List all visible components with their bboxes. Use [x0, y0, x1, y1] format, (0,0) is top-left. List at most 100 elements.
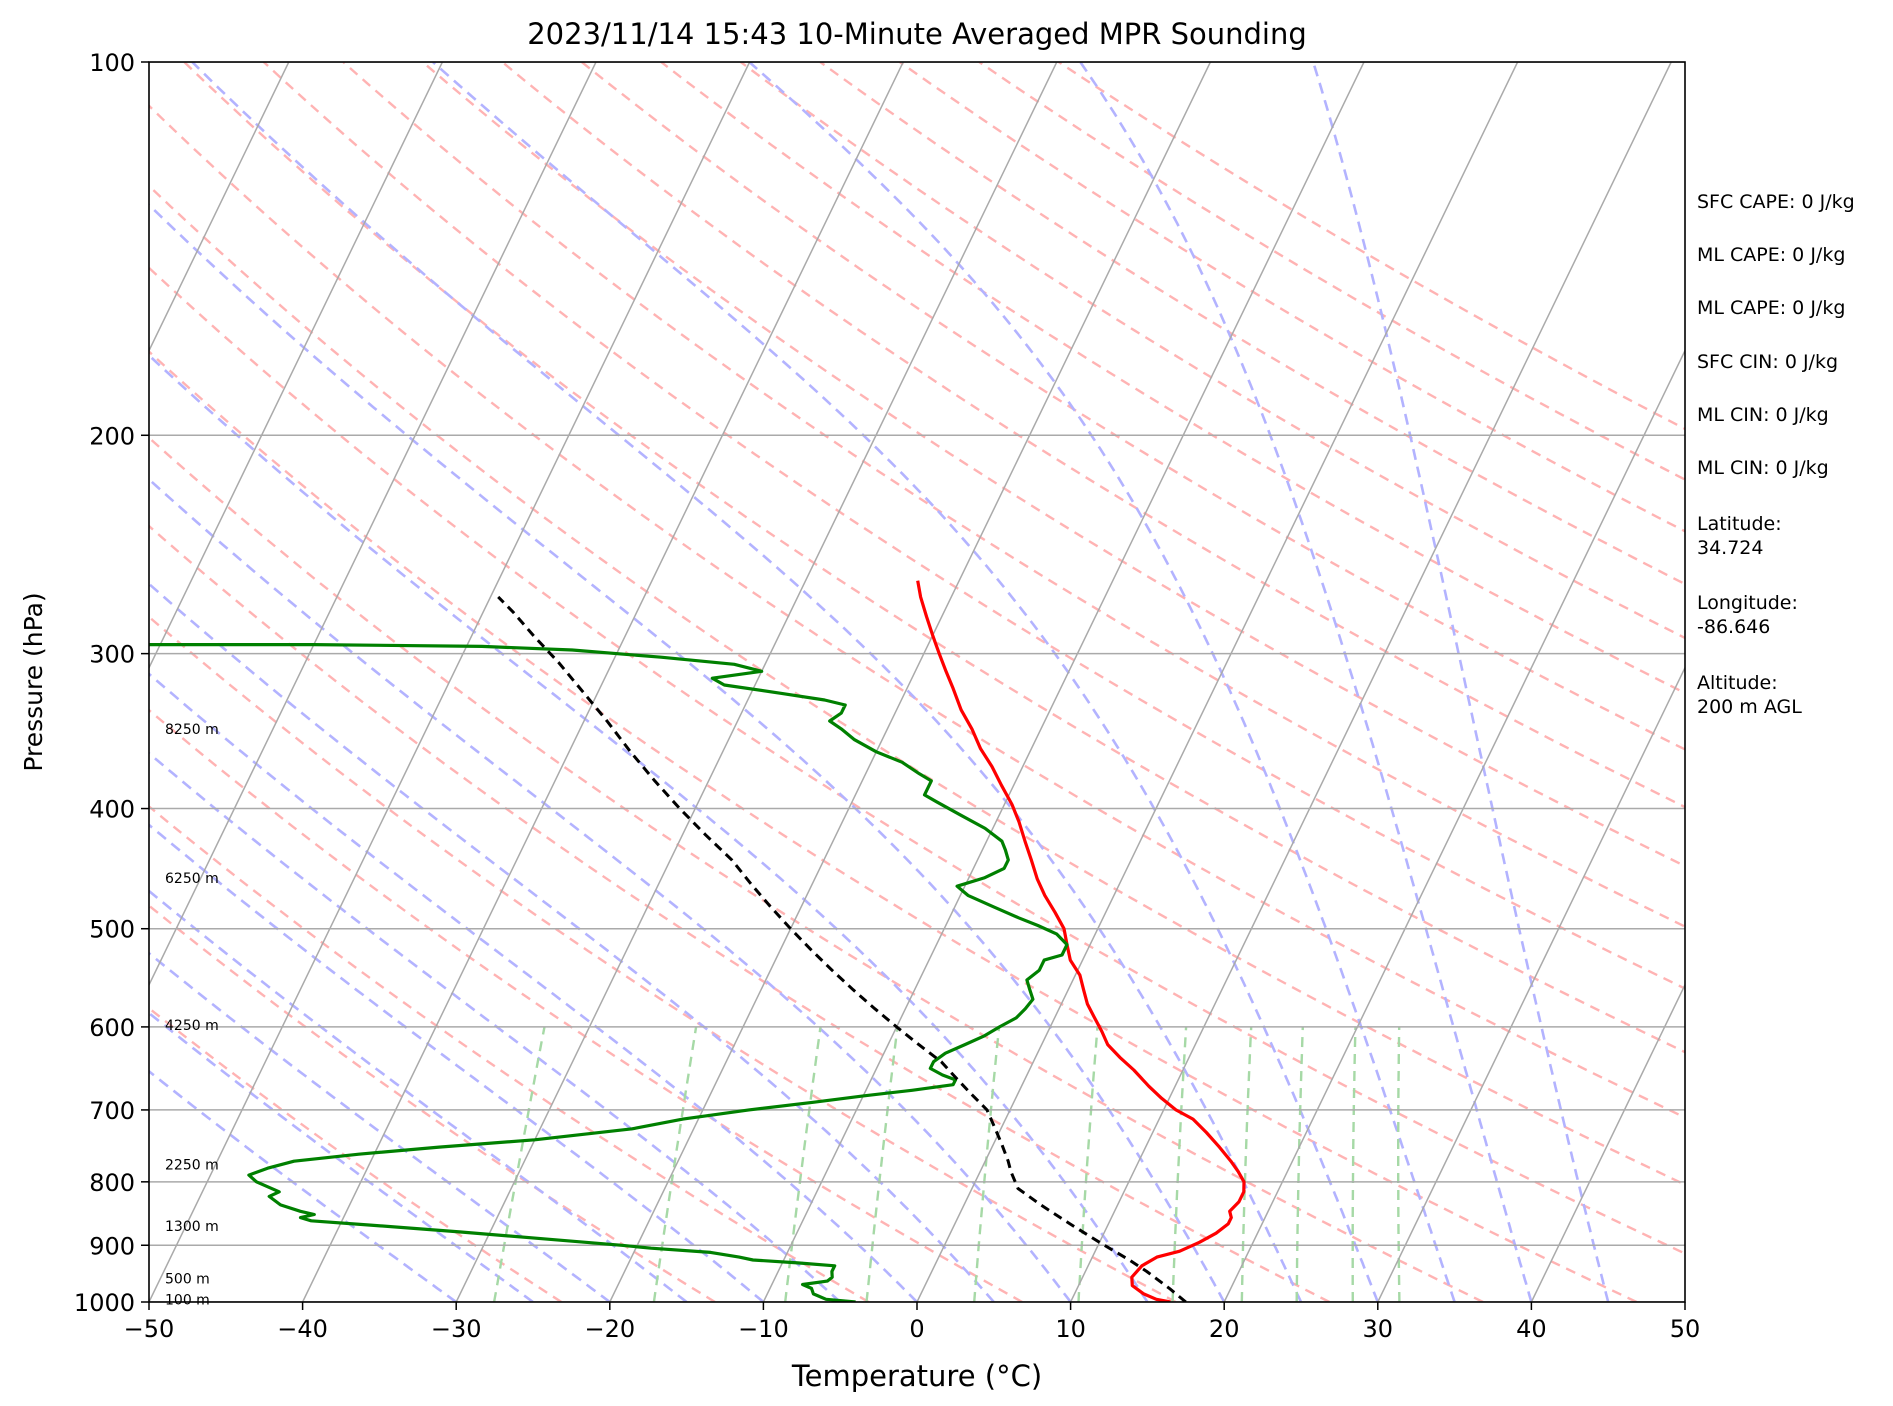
- isotherm-line: [301, 62, 904, 1302]
- dry-adiabat: [149, 104, 1685, 1119]
- background-lines: [149, 62, 1685, 1302]
- side-stat: ML CAPE: 0 J/kg: [1697, 297, 1846, 319]
- moist-adiabat: [1079, 62, 1533, 1302]
- moist-adiabat: [149, 951, 611, 1302]
- side-stat: Altitude: 200 m AGL: [1697, 672, 1802, 718]
- x-axis: −50 −40 −30 −20 −10 0 10 20 30 40 50: [124, 1302, 1701, 1343]
- dry-adiabat: [149, 350, 1638, 1302]
- dry-adiabat: [580, 62, 1685, 751]
- moist-adiabat: [149, 203, 1226, 1302]
- y-tick-label: 1000: [74, 1289, 135, 1317]
- mixing-ratio-line: [973, 1026, 1001, 1302]
- moist-adiabat: [191, 62, 1303, 1302]
- chart-title: 2023/11/14 15:43 10-Minute Averaged MPR …: [527, 17, 1307, 51]
- dry-adiabat: [149, 524, 1330, 1302]
- x-tick-label: −10: [738, 1315, 789, 1343]
- y-tick-label: 400: [89, 796, 135, 824]
- side-stat: SFC CIN: 0 J/kg: [1697, 351, 1839, 373]
- x-tick-label: −30: [431, 1315, 482, 1343]
- moist-adiabat: [432, 62, 1380, 1302]
- dry-adiabat: [421, 62, 1685, 868]
- dry-adiabat: [739, 62, 1685, 640]
- x-tick-label: 10: [1055, 1315, 1086, 1343]
- mixing-ratio-line: [1396, 1026, 1401, 1302]
- y-tick-label: 600: [89, 1014, 135, 1042]
- dry-adiabat: [149, 615, 1177, 1302]
- moist-adiabat: [149, 1069, 457, 1302]
- dry-adiabat: [660, 62, 1685, 695]
- side-stat: ML CIN: 0 J/kg: [1697, 457, 1829, 479]
- moist-adiabat: [149, 751, 842, 1302]
- y-tick-label: 700: [89, 1097, 135, 1125]
- isotherm-line: [916, 62, 1519, 1302]
- dry-adiabat: [501, 62, 1685, 809]
- side-stat: SFC CAPE: 0 J/kg: [1697, 191, 1855, 213]
- side-stat: Latitude: 34.724: [1697, 513, 1782, 559]
- y-tick-label: 500: [89, 916, 135, 944]
- height-label: 8250 m: [165, 722, 219, 738]
- dewpoint-profile: [149, 642, 1069, 1302]
- dry-adiabat: [342, 62, 1685, 928]
- y-tick-label: 200: [89, 422, 135, 450]
- height-label: 2250 m: [165, 1158, 219, 1174]
- isotherm-line: [609, 62, 1212, 1302]
- mixing-ratio-line: [652, 1026, 698, 1302]
- isotherm-line: [149, 62, 290, 353]
- mixing-ratio-line: [1077, 1026, 1099, 1302]
- height-label: 500 m: [165, 1271, 210, 1287]
- isotherm-line: [149, 62, 751, 1302]
- height-label: 1300 m: [165, 1219, 219, 1235]
- dry-adiabat: [149, 1006, 563, 1302]
- x-tick-label: 0: [909, 1315, 924, 1343]
- x-tick-label: 40: [1516, 1315, 1547, 1343]
- height-label: 100 m: [165, 1292, 210, 1308]
- height-label: 6250 m: [165, 871, 219, 887]
- pressure-gridlines: [149, 62, 1685, 1302]
- x-tick-label: −40: [277, 1315, 328, 1343]
- isotherm-line: [1069, 62, 1672, 1302]
- mixing-ratio-line: [865, 1026, 899, 1302]
- isotherm-line: [149, 62, 597, 987]
- x-tick-label: 30: [1363, 1315, 1394, 1343]
- parcel-path: [497, 595, 1187, 1302]
- dry-adiabat: [1058, 62, 1685, 431]
- temperature-profile: [916, 580, 1246, 1302]
- isotherm-line: [1530, 983, 1685, 1302]
- moist-adiabat: [1311, 62, 1610, 1302]
- mixing-ratio-line: [1171, 1026, 1188, 1302]
- y-axis: 100 200 300 400 500 600 700 800 900 1000: [74, 49, 149, 1317]
- y-axis-label: Pressure (hPa): [19, 592, 48, 771]
- mixing-ratio-line: [1295, 1026, 1304, 1302]
- mixing-ratio-line: [1240, 1026, 1253, 1302]
- x-tick-label: −20: [584, 1315, 635, 1343]
- y-tick-label: 300: [89, 641, 135, 669]
- x-tick-label: 20: [1209, 1315, 1240, 1343]
- isotherm-line: [455, 62, 1058, 1302]
- moist-adiabat: [149, 672, 918, 1302]
- moist-adiabat: [149, 889, 688, 1302]
- y-tick-label: 800: [89, 1169, 135, 1197]
- isotherm-line: [1377, 666, 1685, 1302]
- sounding-profiles: [149, 580, 1246, 1302]
- moist-adiabat: [149, 582, 995, 1302]
- moist-adiabat: [748, 62, 1456, 1302]
- dry-adiabat: [149, 436, 1484, 1302]
- side-stat: Longitude: -86.646: [1697, 592, 1798, 638]
- side-stat: ML CAPE: 0 J/kg: [1697, 244, 1846, 266]
- isotherm-line: [149, 62, 444, 670]
- isotherm-line: [1223, 348, 1685, 1302]
- side-stat: ML CIN: 0 J/kg: [1697, 404, 1829, 426]
- x-tick-label: 50: [1670, 1315, 1701, 1343]
- height-label: 4250 m: [165, 1018, 219, 1034]
- dry-adiabat: [149, 266, 1685, 1255]
- dry-adiabat: [899, 62, 1685, 533]
- moist-adiabat: [149, 1011, 534, 1302]
- dry-adiabat: [262, 62, 1685, 990]
- moist-adiabat: [149, 477, 1072, 1302]
- y-tick-label: 900: [89, 1232, 135, 1260]
- mixing-ratio-line: [492, 1026, 546, 1302]
- x-axis-label: Temperature (°C): [791, 1359, 1042, 1393]
- mixing-ratio-line: [1351, 1026, 1357, 1302]
